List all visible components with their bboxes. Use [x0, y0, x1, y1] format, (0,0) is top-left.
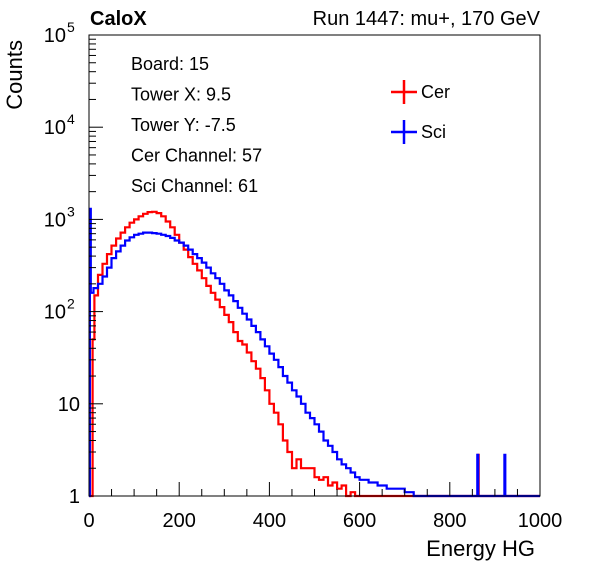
- y-tick-label: 10: [44, 117, 66, 139]
- y-tick-exponent: 5: [67, 19, 75, 35]
- x-axis: 0 200 400 600 800 1000: [83, 482, 562, 532]
- info-line: Board: 15: [131, 54, 209, 74]
- y-tick-label: 10: [44, 209, 66, 231]
- info-line: Tower X: 9.5: [131, 85, 231, 105]
- y-tick-label: 10: [44, 302, 66, 324]
- info-line: Sci Channel: 61: [131, 176, 258, 196]
- y-tick-label: 10: [44, 25, 66, 47]
- legend: Cer Sci: [391, 80, 450, 144]
- legend-label-cer: Cer: [421, 82, 450, 102]
- x-tick-label: 600: [343, 510, 376, 532]
- header-left: CaloX: [90, 8, 147, 30]
- x-tick-label: 400: [253, 510, 286, 532]
- series-line-sci: [88, 207, 540, 498]
- x-axis-label: Energy HG: [426, 536, 535, 561]
- series-layer: [88, 207, 540, 498]
- series-line-cer: [89, 210, 540, 498]
- y-tick-label: 1: [69, 486, 80, 508]
- y-tick-exponent: 2: [67, 296, 75, 312]
- y-tick-exponent: 3: [67, 203, 75, 219]
- y-tick-label: 10: [58, 394, 80, 416]
- info-line: Tower Y: -7.5: [131, 115, 236, 135]
- info-block: Board: 15 Tower X: 9.5 Tower Y: -7.5 Cer Ch…: [131, 54, 262, 196]
- x-tick-label: 0: [83, 510, 94, 532]
- x-tick-label: 200: [163, 510, 196, 532]
- info-line: Cer Channel: 57: [131, 146, 262, 166]
- legend-label-sci: Sci: [421, 122, 446, 142]
- y-axis-label: Counts: [2, 40, 27, 110]
- x-tick-label: 800: [433, 510, 466, 532]
- header-right: Run 1447: mu+, 170 GeV: [313, 8, 541, 30]
- x-tick-label: 1000: [518, 510, 563, 532]
- y-tick-exponent: 4: [67, 111, 75, 127]
